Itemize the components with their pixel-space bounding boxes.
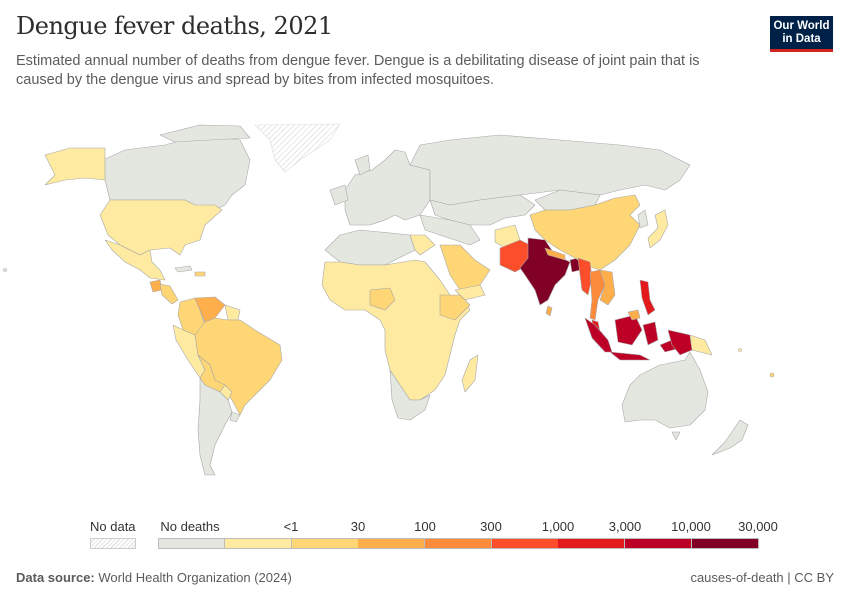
legend-swatch-3000-10000[interactable] [625,538,692,549]
legend-swatch-no-deaths[interactable] [158,538,225,549]
legend-swatch-100-300[interactable] [425,538,492,549]
legend-label-1000: 1,000 [541,519,575,534]
region-mexico [104,239,166,281]
chart-subtitle: Estimated annual number of deaths from d… [16,53,700,88]
region-philippines [639,279,656,316]
region-java [609,351,651,361]
region-nigeria [369,287,396,311]
legend-swatch-300-1000[interactable] [492,538,559,549]
region-papua-new-guinea [689,334,713,356]
region-north-africa [324,229,416,266]
legend-swatch-30-100[interactable] [358,538,425,549]
region-usa [99,199,223,256]
legend-swatch-1-30[interactable] [292,538,359,549]
region-borneo [614,314,643,346]
legend-swatch-lt1[interactable] [225,538,292,549]
legend-label-30000: 30,000 [738,519,778,534]
legend-label-30: 30 [350,519,366,534]
region-west-africa [321,259,471,401]
data-source-value[interactable]: World Health Organization (2024) [98,570,292,585]
owid-logo[interactable]: Our World in Data [770,16,833,52]
legend-label-10000: 10,000 [671,519,711,534]
region-saudi-arabia [439,244,491,291]
legend-label-no-deaths: No deaths [160,519,220,534]
data-source-label: Data source: [16,570,95,585]
region-west-papua [667,329,693,356]
legend: No data No deaths <1 30 100 300 1,000 3,… [0,515,850,555]
region-greenland [254,123,341,173]
legend-no-data-swatch[interactable] [90,538,136,549]
region-ethiopia [439,294,471,321]
legend-swatch-10000-30000[interactable] [692,538,759,549]
region-china [529,194,641,271]
world-map[interactable] [0,110,850,510]
region-new-zealand [711,419,749,456]
region-australia [621,351,709,429]
region-vietnam [599,269,616,306]
legend-no-data-label: No data [90,519,136,534]
license-info[interactable]: causes-of-death | CC BY [690,570,834,585]
legend-swatch-1000-3000[interactable] [558,538,625,549]
legend-label-3000: 3,000 [608,519,642,534]
region-japan [647,209,669,249]
region-madagascar [461,354,479,393]
region-alaska [44,147,106,186]
region-argentina [197,377,233,476]
logo-line-2: in Data [782,32,821,45]
chart-title: Dengue fever deaths, 2021 [16,12,333,40]
region-southern-africa [389,369,431,421]
data-source: Data source: World Health Organization (… [16,570,292,585]
region-myanmar [577,257,593,296]
legend-label-lt1: <1 [283,519,299,534]
legend-label-300: 300 [480,519,502,534]
logo-line-1: Our World [773,19,830,32]
region-canada [102,134,251,211]
legend-label-100: 100 [414,519,436,534]
